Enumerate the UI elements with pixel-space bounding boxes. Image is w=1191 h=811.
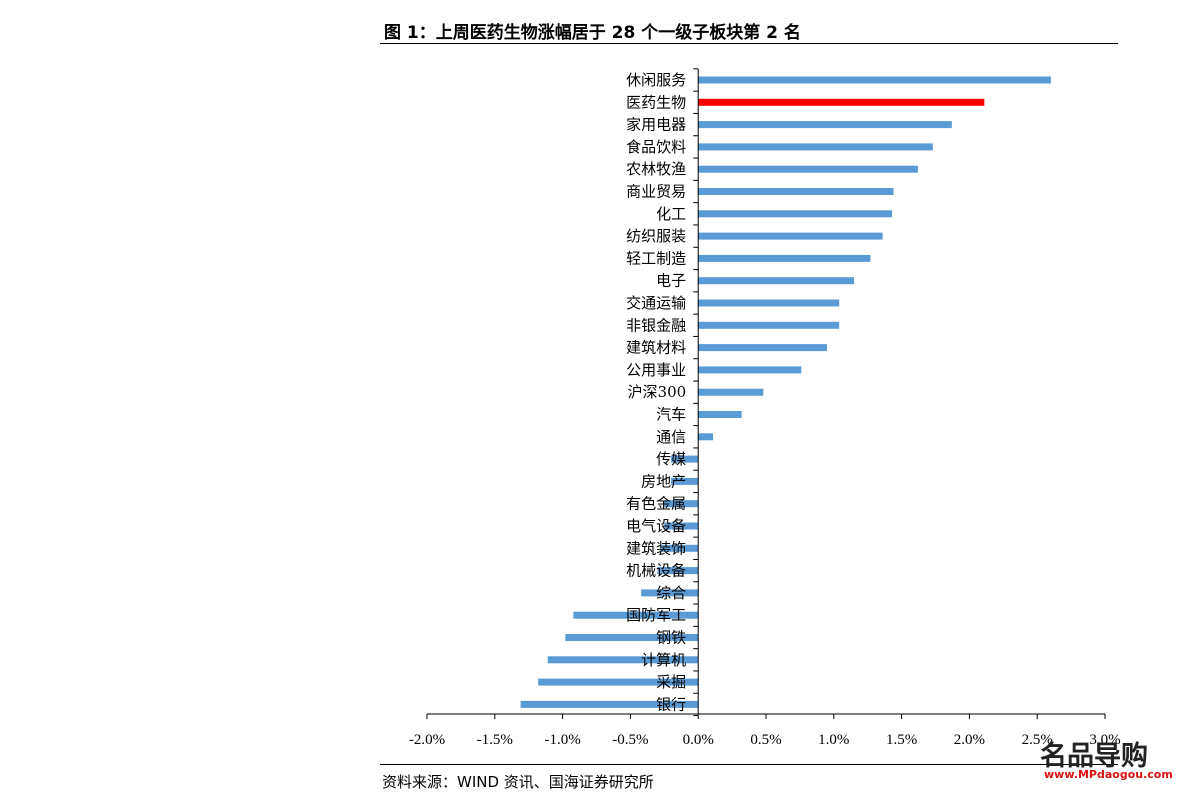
bar-19 <box>664 500 699 508</box>
figure-title: 图 1：上周医药生物涨幅居于 28 个一级子板块第 2 名 <box>384 23 801 43</box>
x-tick-label-6: 1.0% <box>818 732 849 748</box>
bar-23 <box>641 589 699 597</box>
category-label-26: 计算机 <box>641 651 686 669</box>
bar-7 <box>698 232 883 240</box>
category-label-21: 建筑装饰 <box>626 539 686 557</box>
x-tick-label-7: 1.5% <box>886 732 917 748</box>
category-label-8: 轻工制造 <box>626 249 686 267</box>
bar-26 <box>547 656 699 664</box>
bar-4 <box>698 165 918 173</box>
bar-28 <box>520 700 699 708</box>
category-label-28: 银行 <box>656 695 686 713</box>
category-label-2: 家用电器 <box>626 116 686 134</box>
category-label-27: 采掘 <box>656 673 686 691</box>
category-label-0: 休闲服务 <box>626 71 686 89</box>
bar-5 <box>698 188 894 195</box>
category-label-3: 食品饮料 <box>626 138 686 156</box>
category-label-5: 商业贸易 <box>626 183 686 201</box>
bar-3 <box>698 143 933 151</box>
bar-27 <box>538 678 699 686</box>
category-label-18: 房地产 <box>641 472 686 490</box>
site-watermark-logo: 名品导购 www.MPdaogou.com <box>1040 734 1180 792</box>
bar-18 <box>671 477 699 485</box>
bar-12 <box>698 344 827 352</box>
figure-footer: 资料来源：WIND 资讯、国海证券研究所 <box>380 764 1118 791</box>
x-tick-label-0: -2.0% <box>409 732 445 748</box>
x-tick-label-1: -1.5% <box>477 732 513 748</box>
category-label-13: 公用事业 <box>626 361 686 379</box>
watermark-text: 名品导购 <box>1040 741 1148 772</box>
bar-16 <box>698 433 714 441</box>
category-label-19: 有色金属 <box>626 495 686 513</box>
category-label-15: 汽车 <box>656 406 686 424</box>
category-label-17: 传媒 <box>656 450 686 468</box>
x-tick-label-3: -0.5% <box>612 732 648 748</box>
category-label-16: 通信 <box>656 428 686 446</box>
category-label-14: 沪深300 <box>628 383 687 401</box>
x-tick-label-10: 3.0% <box>1089 732 1120 748</box>
x-tick-label-5: 0.5% <box>750 732 781 748</box>
category-label-25: 钢铁 <box>656 629 686 647</box>
category-label-6: 化工 <box>656 205 686 223</box>
bar-15 <box>698 411 742 418</box>
category-label-22: 机械设备 <box>626 562 686 580</box>
category-label-1: 医药生物 <box>626 93 686 111</box>
category-label-9: 电子 <box>656 272 686 290</box>
bar-11 <box>698 321 840 329</box>
bar-14 <box>698 388 764 396</box>
bar-21 <box>660 544 699 552</box>
bar-22 <box>657 567 699 575</box>
category-label-24: 国防军工 <box>626 606 686 624</box>
bar-20 <box>664 522 699 530</box>
x-tick-label-4: 0.0% <box>683 732 714 748</box>
x-tick-label-9: 2.5% <box>1022 732 1053 748</box>
category-label-20: 电气设备 <box>626 517 686 535</box>
category-label-4: 农林牧渔 <box>626 160 686 178</box>
bar-2 <box>698 121 952 129</box>
x-tick-label-2: -1.0% <box>544 732 580 748</box>
x-tick-label-8: 2.0% <box>954 732 985 748</box>
category-label-7: 纺织服装 <box>626 227 686 245</box>
bar-24 <box>573 611 699 619</box>
category-label-12: 建筑材料 <box>626 339 686 357</box>
category-label-11: 非银金融 <box>626 316 686 334</box>
bar-9 <box>698 277 855 285</box>
bar-13 <box>698 366 802 374</box>
category-label-23: 综合 <box>656 584 686 602</box>
bar-25 <box>565 634 699 641</box>
watermark-url: www.MPdaogou.com <box>1044 768 1173 781</box>
bar-8 <box>698 254 871 262</box>
bar-1 <box>698 98 985 106</box>
category-label-10: 交通运输 <box>626 294 686 312</box>
figure-header: 图 1：上周医药生物涨幅居于 28 个一级子板块第 2 名 <box>380 14 1118 44</box>
bar-0 <box>698 76 1051 84</box>
source-note: 资料来源：WIND 资讯、国海证券研究所 <box>382 773 654 791</box>
bar-6 <box>698 210 893 218</box>
bar-17 <box>671 455 699 463</box>
bar-10 <box>698 299 840 307</box>
